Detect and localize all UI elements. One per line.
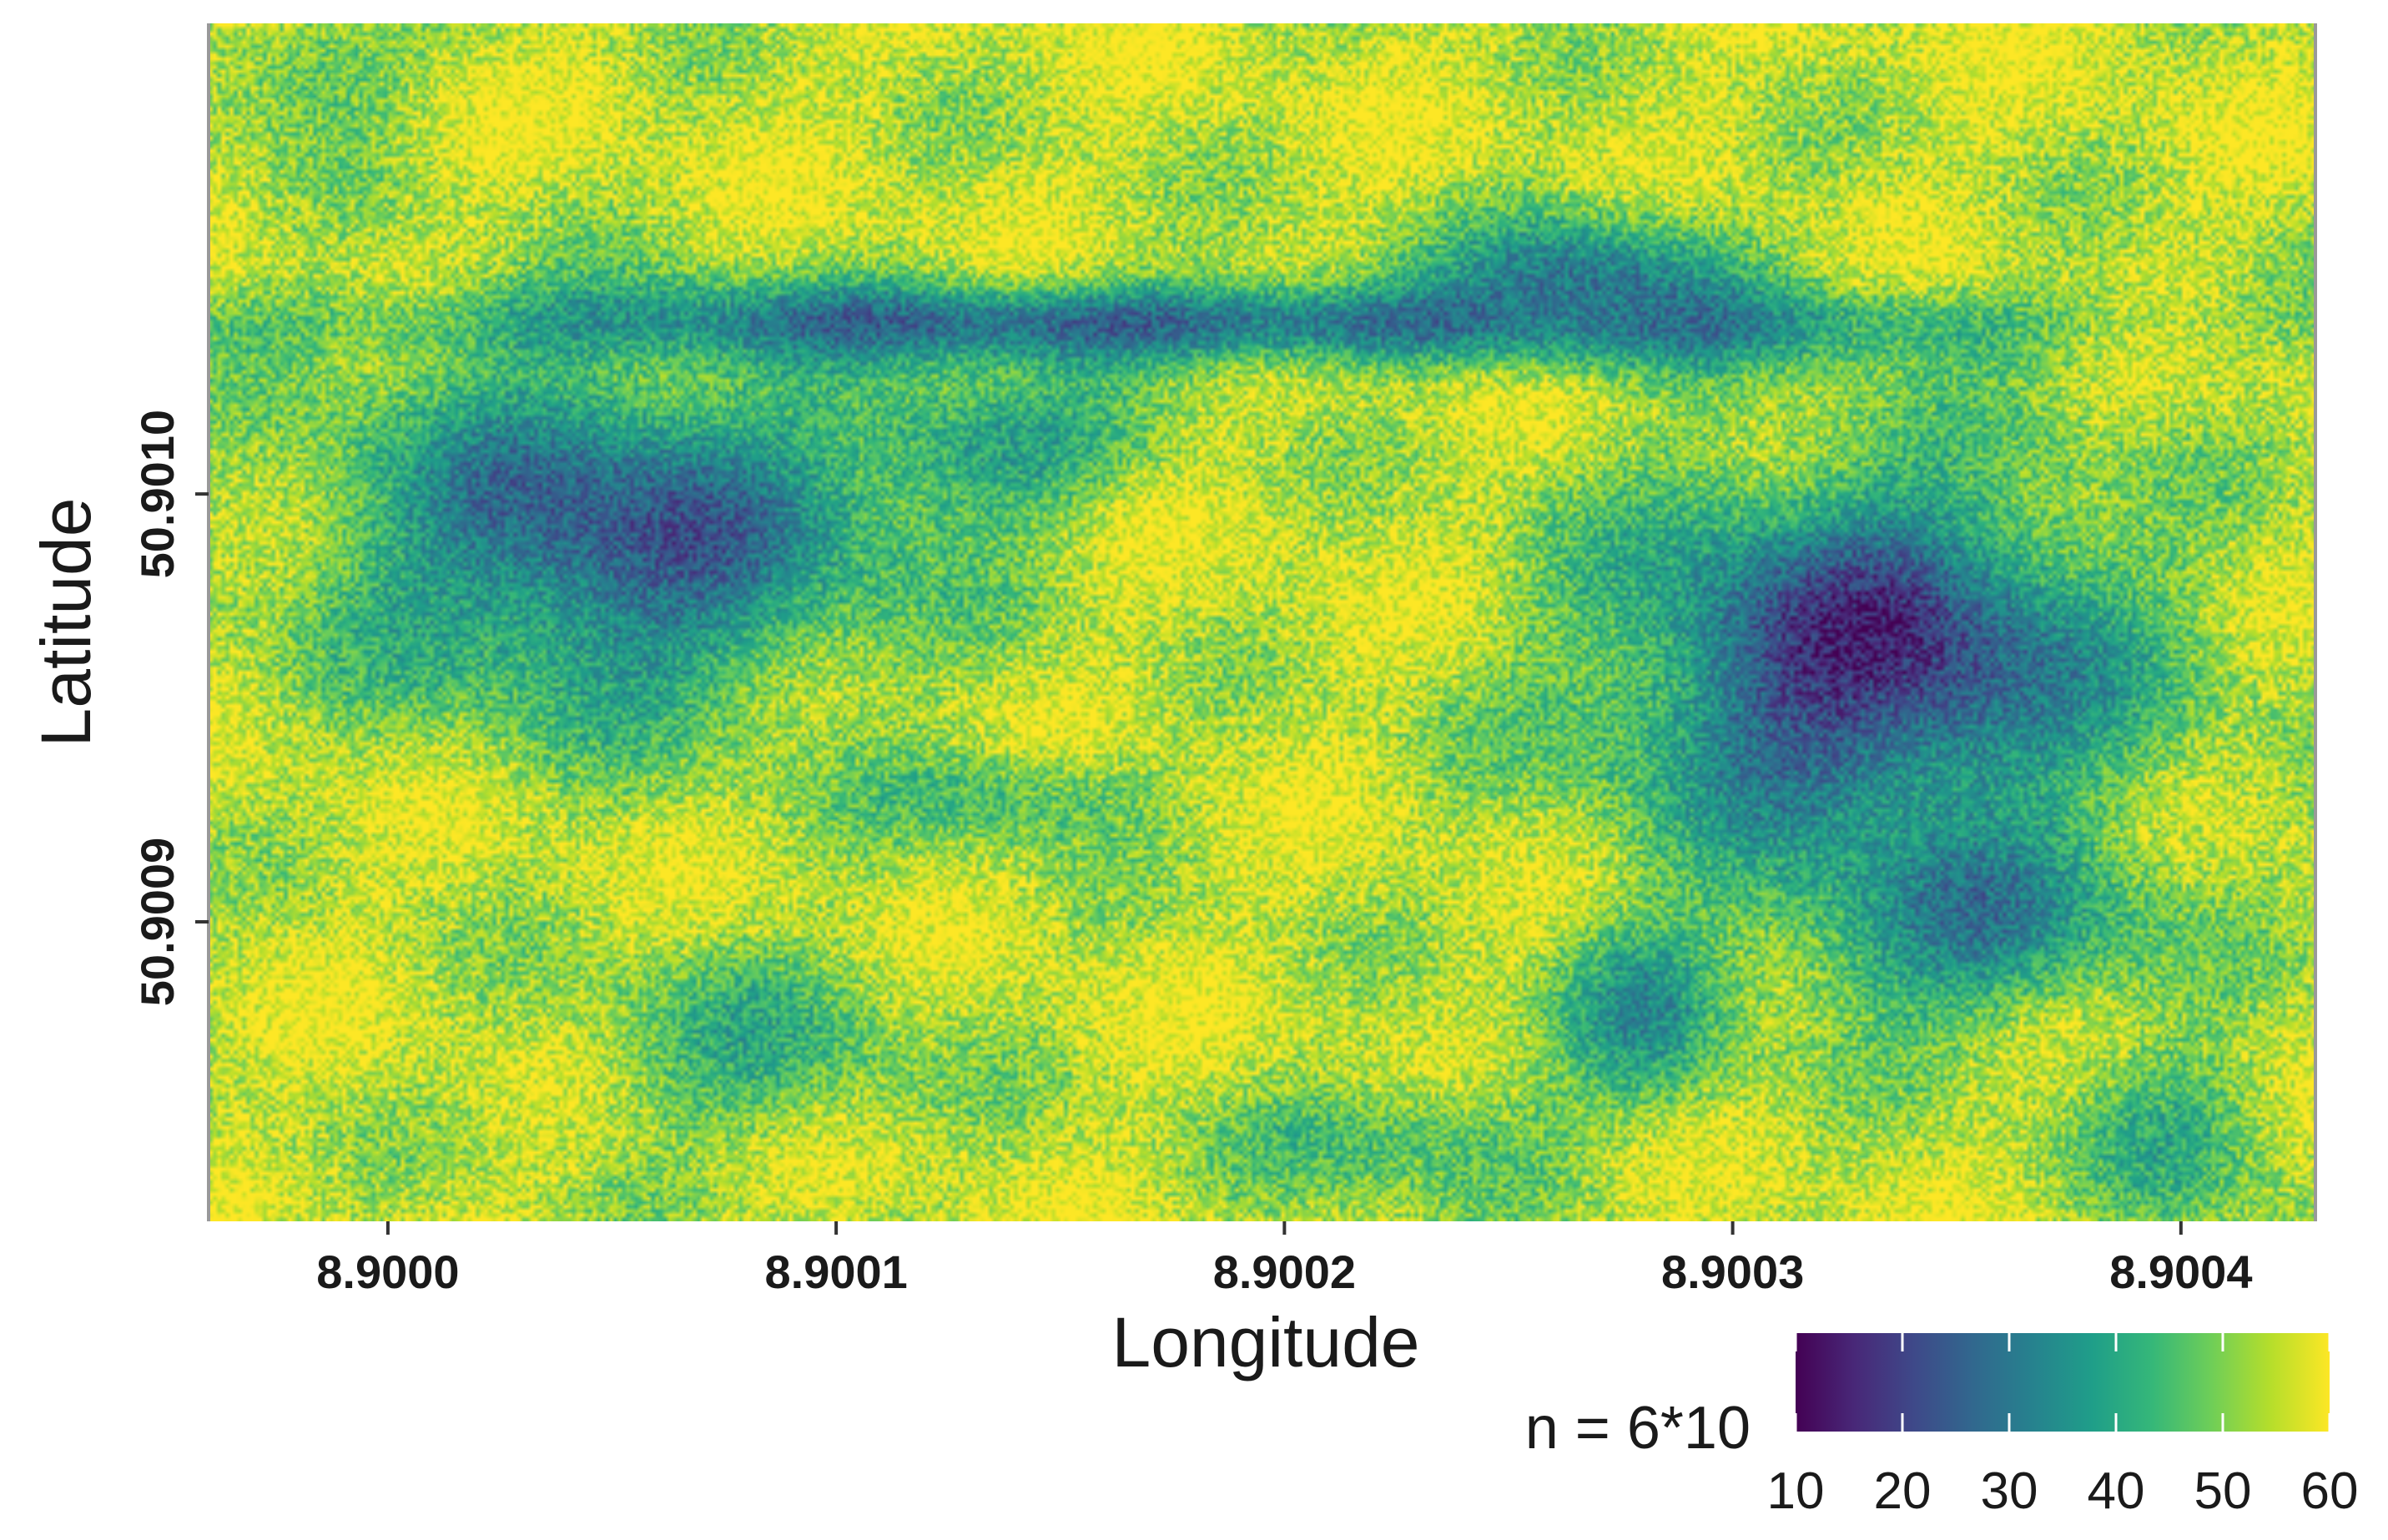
y-axis-title: Latitude xyxy=(27,498,105,747)
y-tick-label: 50.9010 xyxy=(131,410,184,578)
heatmap-raster xyxy=(209,23,2315,1221)
legend-tick-label: 10 xyxy=(1767,1462,1825,1520)
y-tick-label: 50.9009 xyxy=(131,838,184,1006)
legend-ticks: 10 20 30 40 50 60 xyxy=(1767,1333,2359,1520)
x-tick-label: 8.9001 xyxy=(764,1246,907,1298)
colorbar-legend: n = 6*10 10 20 30 40 50 60 xyxy=(1525,1333,2359,1520)
x-axis: 8.9000 8.9001 8.9002 8.9003 8.9004 xyxy=(316,1221,2252,1298)
legend-tick-label: 20 xyxy=(1874,1462,1932,1520)
y-axis: 50.9009 50.9010 xyxy=(131,410,209,1006)
x-axis-title: Longitude xyxy=(1111,1303,1419,1381)
x-tick-label: 8.9003 xyxy=(1661,1246,1804,1298)
legend-tick-label: 60 xyxy=(2301,1462,2359,1520)
colorbar xyxy=(1796,1333,2330,1432)
legend-title: n = 6*10 xyxy=(1525,1395,1751,1462)
x-tick-label: 8.9000 xyxy=(316,1246,459,1298)
legend-tick-label: 30 xyxy=(1981,1462,2038,1520)
legend-tick-label: 50 xyxy=(2194,1462,2252,1520)
x-tick-label: 8.9002 xyxy=(1213,1246,1356,1298)
legend-tick-label: 40 xyxy=(2088,1462,2145,1520)
x-tick-label: 8.9004 xyxy=(2109,1246,2252,1298)
plot-panel xyxy=(209,23,2315,1221)
